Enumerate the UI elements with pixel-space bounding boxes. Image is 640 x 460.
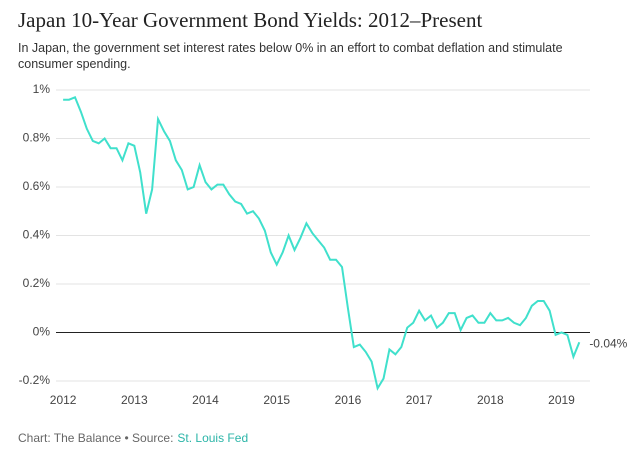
source-link[interactable]: St. Louis Fed: [177, 431, 249, 445]
y-tick-label: 0.6%: [23, 179, 51, 193]
y-tick-label: 0.2%: [23, 276, 51, 290]
x-tick-label: 2015: [263, 393, 290, 407]
x-tick-label: 2018: [477, 393, 504, 407]
data-line: [63, 95, 581, 391]
y-tick-label: -0.2%: [19, 373, 51, 387]
x-tick-label: 2016: [335, 393, 362, 407]
x-tick-label: 2019: [548, 393, 575, 407]
x-tick-label: 2017: [406, 393, 433, 407]
x-tick-label: 2014: [192, 393, 219, 407]
footer: Chart: The Balance • Source: St. Louis Fe…: [18, 431, 248, 445]
chart-subtitle: In Japan, the government set interest ra…: [18, 41, 563, 71]
x-tick-label: 2012: [50, 393, 77, 407]
y-tick-label: 0.8%: [23, 131, 51, 145]
chart-title: Japan 10-Year Government Bond Yields: 20…: [18, 8, 483, 32]
source-prefix: Chart: The Balance • Source:: [18, 431, 174, 445]
x-tick-label: 2013: [121, 393, 148, 407]
y-tick-label: 0.4%: [23, 228, 51, 242]
y-tick-label: 1%: [33, 82, 51, 96]
chart: -0.2% 0% 0.2% 0.4% 0.6% 0.8% 1% 2012 2013 2014 201…: [19, 82, 628, 407]
y-tick-label: 0%: [33, 325, 51, 339]
value-label: -0.04%: [589, 336, 627, 350]
